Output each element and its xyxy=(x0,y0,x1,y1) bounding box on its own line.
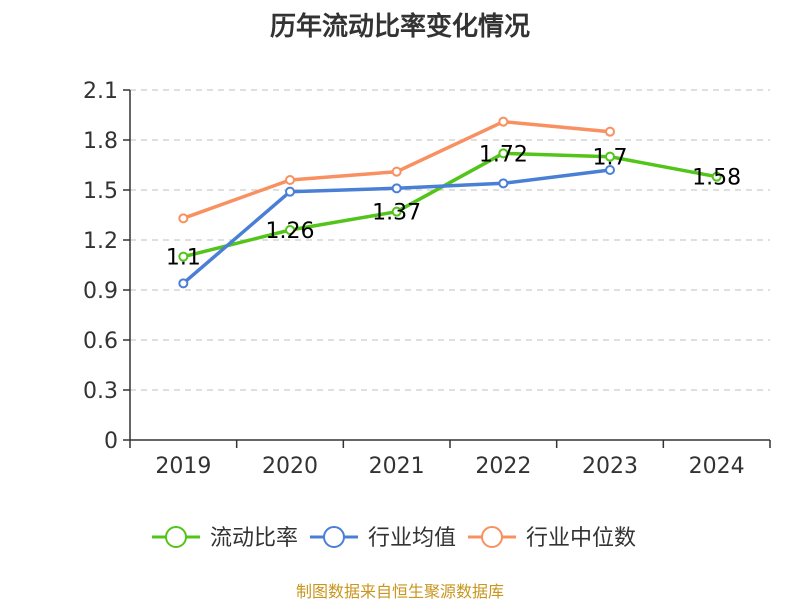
data-label: 1.37 xyxy=(372,201,421,226)
data-label: 1.1 xyxy=(166,246,201,271)
y-tick-label: 1.5 xyxy=(83,179,118,204)
data-point[interactable] xyxy=(391,206,402,217)
y-tick-label: 0.9 xyxy=(83,279,118,304)
legend-marker[interactable] xyxy=(165,526,187,548)
legend: 流动比率 行业均值 行业中位数 xyxy=(152,526,636,551)
data-point[interactable] xyxy=(391,166,402,177)
x-tick-label: 2024 xyxy=(689,454,745,479)
y-tick-label: 1.2 xyxy=(83,229,118,254)
data-point[interactable] xyxy=(178,213,189,224)
data-labels: 1.1 1.26 1.37 1.72 1.7 1.58 xyxy=(166,142,741,270)
data-label: 1.72 xyxy=(479,142,528,167)
axes: 0 0.3 0.6 0.9 1.2 1.5 1.8 2.1 2019 2020 2021 2022 20… xyxy=(83,79,771,479)
data-point[interactable] xyxy=(498,148,509,159)
legend-marker[interactable] xyxy=(481,526,503,548)
data-point[interactable] xyxy=(498,116,509,127)
data-point[interactable] xyxy=(178,278,189,289)
data-point[interactable] xyxy=(605,126,615,137)
data-label: 1.58 xyxy=(692,166,741,191)
y-tick-label: 1.8 xyxy=(83,129,118,154)
x-tick-label: 2020 xyxy=(262,454,318,479)
data-point[interactable] xyxy=(285,175,295,185)
chart-title: 历年流动比率变化情况 xyxy=(269,12,530,42)
x-tick-label: 2021 xyxy=(369,454,425,479)
legend-label[interactable]: 流动比率 xyxy=(210,526,298,551)
legend-marker[interactable] xyxy=(323,526,345,548)
data-point[interactable] xyxy=(285,225,295,235)
data-point[interactable] xyxy=(498,178,509,189)
data-point[interactable] xyxy=(391,183,402,194)
grid-lines xyxy=(130,89,770,391)
data-label: 1.7 xyxy=(593,146,628,171)
data-point[interactable] xyxy=(178,251,189,262)
series xyxy=(178,116,722,289)
x-tick-label: 2022 xyxy=(475,454,531,479)
y-tick-label: 0 xyxy=(104,429,118,454)
y-tick-label: 2.1 xyxy=(83,79,118,104)
y-tick-label: 0.3 xyxy=(83,379,118,404)
y-tick-label: 0.6 xyxy=(83,329,118,354)
data-point[interactable] xyxy=(711,171,722,182)
data-label: 1.26 xyxy=(266,219,315,244)
legend-label[interactable]: 行业均值 xyxy=(368,526,456,551)
x-tick-label: 2023 xyxy=(582,454,638,479)
x-tick-label: 2019 xyxy=(155,454,211,479)
series-line-0 xyxy=(182,151,718,259)
data-point[interactable] xyxy=(605,165,615,175)
data-point[interactable] xyxy=(285,186,295,197)
source-note: 制图数据来自恒生聚源数据库 xyxy=(295,582,504,601)
legend-label[interactable]: 行业中位数 xyxy=(526,526,636,551)
data-point[interactable] xyxy=(605,151,615,162)
